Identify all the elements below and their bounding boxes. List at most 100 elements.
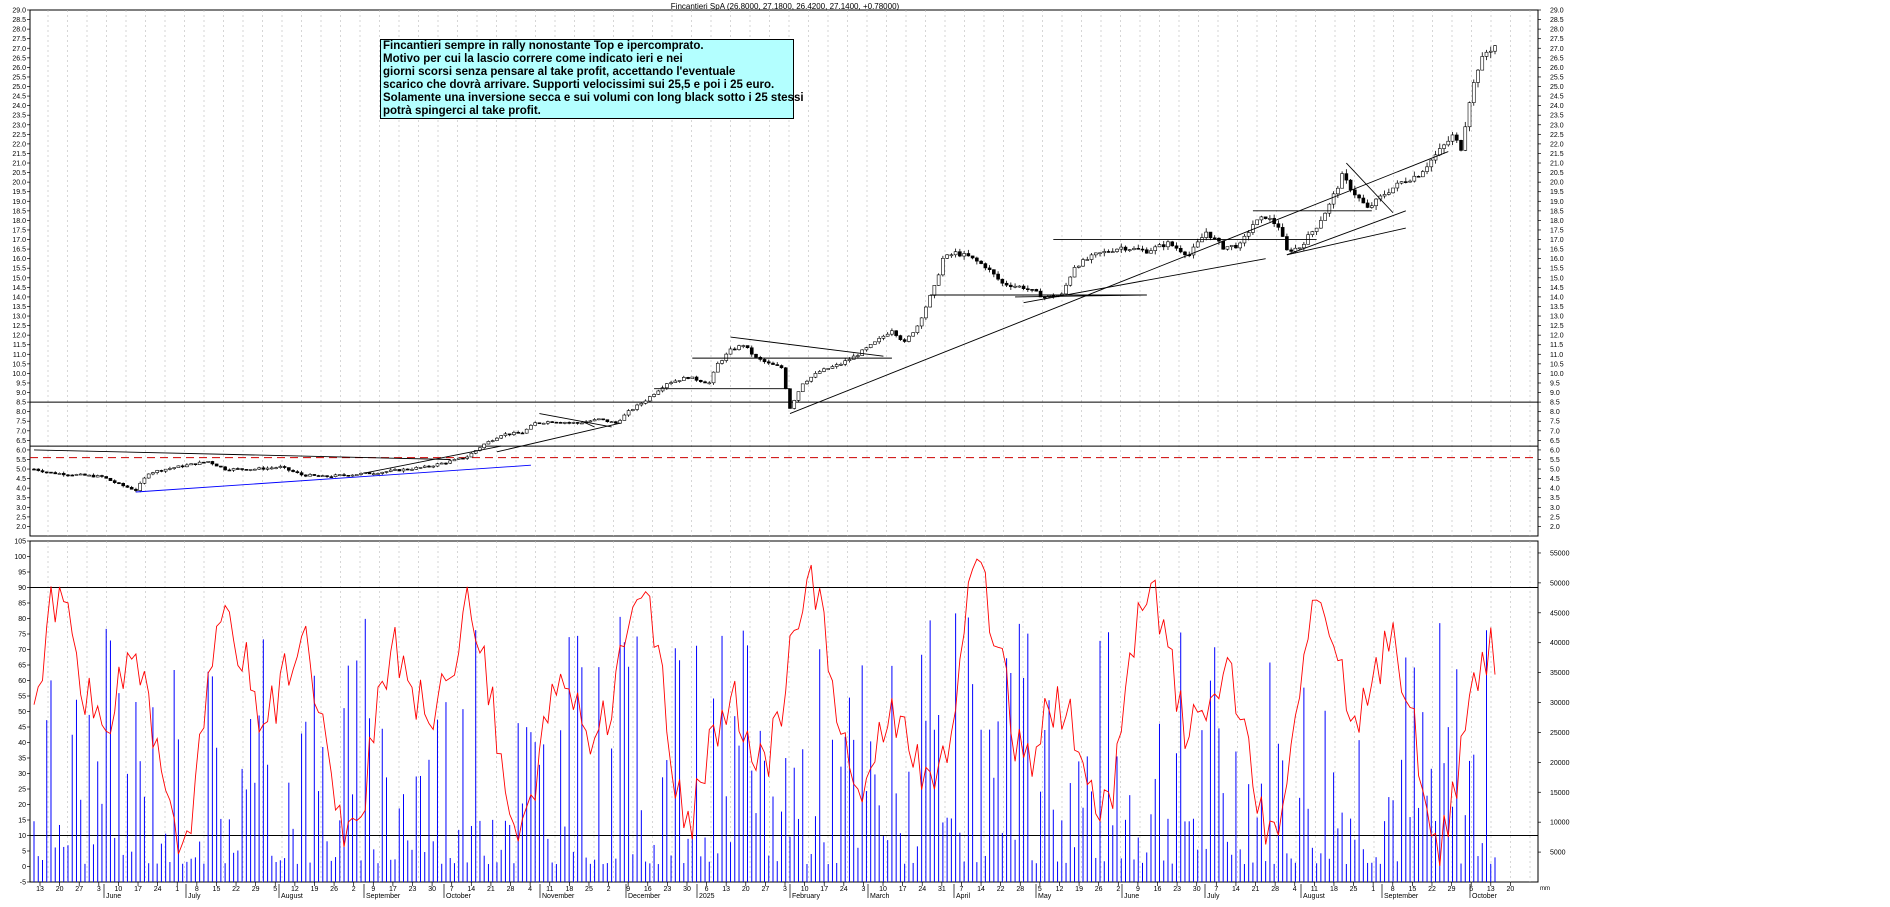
candle-body	[907, 335, 911, 342]
candle-body	[261, 467, 266, 470]
candle-body	[197, 461, 202, 465]
candle-body	[159, 470, 164, 472]
trendline	[730, 336, 884, 357]
osc-tick-label: 50	[18, 709, 26, 716]
x-month-label: October	[446, 893, 472, 900]
candle-body	[690, 376, 695, 379]
candle-body	[1289, 249, 1293, 252]
x-day-label: 29	[1448, 886, 1456, 893]
chart-title: Fincantieri SpA (26.8000, 27.1800, 26.42…	[671, 2, 900, 11]
candle-body	[992, 269, 996, 275]
x-day-label: 16	[1154, 886, 1162, 893]
candle-body	[397, 469, 402, 472]
osc-tick-label: 95	[18, 570, 26, 577]
x-day-label: 15	[1408, 886, 1416, 893]
candle-body	[112, 480, 117, 483]
candle-body	[868, 344, 873, 348]
x-day-label: 25	[585, 886, 593, 893]
x-day-label: 9	[1136, 886, 1140, 893]
x-day-label: 22	[232, 886, 240, 893]
candle-body	[826, 368, 831, 370]
x-day-label: 17	[820, 886, 828, 893]
x-day-label: 2	[607, 886, 611, 893]
candle-body	[431, 465, 436, 468]
candle-body	[996, 273, 1000, 280]
candle-body	[253, 468, 257, 471]
osc-tick-label: 30	[18, 771, 26, 778]
candle-body	[1263, 216, 1268, 219]
y-tick-label: 6.0	[1550, 447, 1560, 454]
candle-body	[388, 469, 393, 472]
candle-body	[541, 422, 546, 425]
candle-body	[1153, 246, 1158, 251]
y-tick-label: 4.5	[16, 476, 26, 483]
x-day-label: 9	[371, 886, 375, 893]
trendline	[1286, 210, 1406, 256]
y-tick-label: 28.0	[12, 27, 26, 34]
candle-body	[779, 365, 784, 369]
candle-body	[677, 380, 682, 382]
y-tick-label: 9.5	[1550, 380, 1560, 387]
x-day-label: 20	[742, 886, 750, 893]
x-day-label: 10	[115, 886, 123, 893]
candle-body	[1064, 284, 1068, 295]
candle-body	[422, 465, 427, 468]
candle-body	[325, 475, 329, 477]
candle-body	[1412, 175, 1417, 182]
x-day-label: 8	[1391, 886, 1395, 893]
candle-body	[788, 388, 792, 409]
candle-body	[648, 396, 652, 402]
y-tick-label: 2.5	[1550, 514, 1560, 521]
candle-body	[979, 260, 983, 264]
candle-body	[1374, 198, 1378, 207]
x-day-label: 9	[626, 886, 630, 893]
y-tick-label: 13.0	[1550, 314, 1564, 321]
candle-body	[1353, 189, 1357, 196]
candle-body	[1327, 203, 1332, 214]
candle-body	[299, 472, 304, 476]
x-day-label: 7	[1214, 886, 1218, 893]
x-day-label: 30	[1193, 886, 1201, 893]
trendline	[365, 445, 502, 474]
candle-body	[1174, 245, 1179, 249]
analysis-annotation-box: Fincantieri sempre in rally nonostante T…	[380, 39, 804, 119]
x-month-label: September	[366, 893, 401, 900]
x-day-label: 14	[467, 886, 475, 893]
y-tick-label: 14.5	[1550, 285, 1564, 292]
x-day-label: 30	[428, 886, 436, 893]
oscillator-panel-frame	[29, 540, 1539, 883]
y-tick-label: 10.5	[12, 361, 26, 368]
candle-body	[643, 400, 648, 404]
candle-body	[1110, 251, 1115, 253]
candle-body	[1493, 45, 1497, 52]
x-day-label: 27	[761, 886, 769, 893]
candle-body	[728, 348, 733, 355]
osc-tick-label: 75	[18, 632, 26, 639]
trendline	[1023, 258, 1266, 304]
candle-body	[1106, 251, 1111, 253]
y-tick-label: 26.5	[1550, 55, 1564, 62]
y-tick-label: 29.0	[1550, 8, 1564, 15]
y-tick-label: 6.0	[16, 447, 26, 454]
x-day-label: 6	[705, 886, 709, 893]
candle-body	[1136, 248, 1141, 250]
candle-body	[762, 359, 767, 363]
volume-tick-label: 15000	[1550, 790, 1570, 797]
candle-body	[1255, 219, 1259, 225]
candle-body	[1119, 246, 1124, 250]
y-tick-label: 16.5	[1550, 247, 1564, 254]
candle-body	[609, 421, 614, 423]
oscillator-panel	[30, 558, 1538, 882]
candle-body	[1408, 180, 1412, 183]
candle-body	[877, 338, 881, 343]
x-month-label: November	[542, 893, 575, 900]
candle-body	[796, 391, 801, 401]
candle-body	[36, 468, 41, 471]
price-panel-frame	[29, 9, 1539, 537]
candle-body	[1021, 285, 1026, 290]
candle-body	[206, 461, 210, 463]
candle-body	[155, 470, 159, 473]
candle-body	[839, 363, 843, 366]
candle-body	[1357, 194, 1361, 199]
y-tick-label: 2.5	[16, 514, 26, 521]
